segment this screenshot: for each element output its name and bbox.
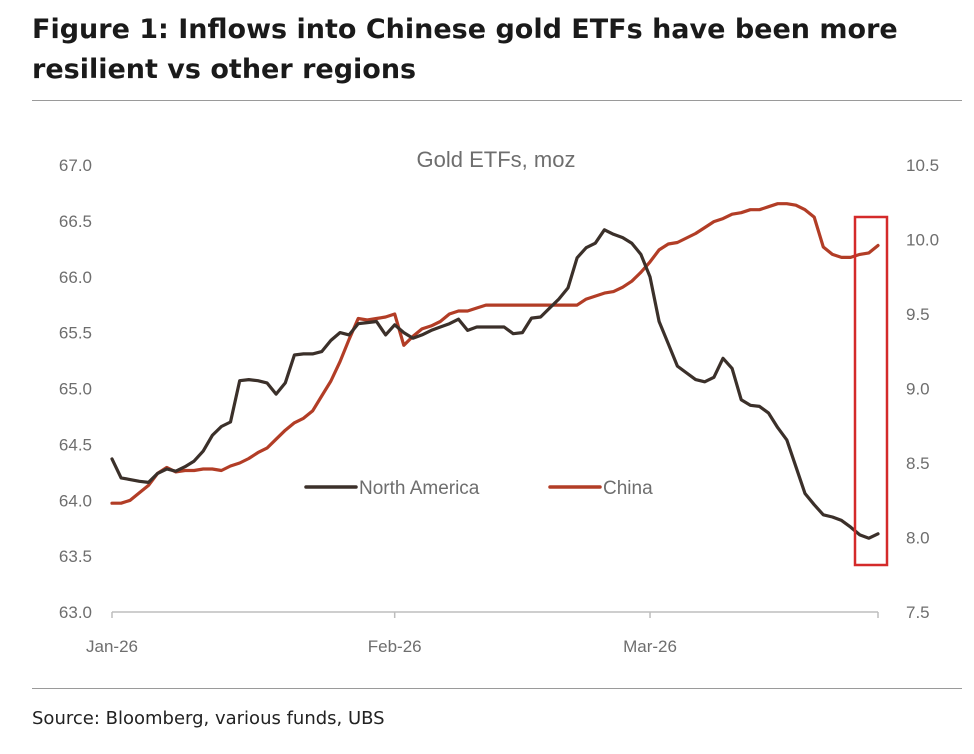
left-axis-tick-label: 67.0 xyxy=(59,156,92,175)
x-axis-tick-label: Feb-26 xyxy=(368,637,422,656)
title-divider xyxy=(32,100,962,101)
figure-title: Figure 1: Inflows into Chinese gold ETFs… xyxy=(32,14,898,85)
gold-etf-chart: Gold ETFs, moz 63.063.564.064.565.065.56… xyxy=(59,147,939,656)
left-axis-tick-label: 64.5 xyxy=(59,435,92,454)
right-axis-tick-label: 8.5 xyxy=(906,454,930,473)
right-axis-tick-label: 10.5 xyxy=(906,156,939,175)
chart-title: Gold ETFs, moz xyxy=(417,147,576,172)
right-axis-tick-label: 7.5 xyxy=(906,603,930,622)
chart-axes: 63.0 63.5 64.0 64.5 65.0 65.5 66.0 66.5 67.0 7.5 8… xyxy=(59,156,939,656)
legend-label-china: China xyxy=(603,478,653,499)
source-divider xyxy=(32,688,962,689)
left-axis-tick-label: 63.0 xyxy=(59,603,92,622)
series-layer xyxy=(110,202,880,540)
chart-legend: North America China xyxy=(304,478,653,499)
series-line-north-america xyxy=(110,228,880,540)
right-axis-tick-label: 9.0 xyxy=(906,380,930,399)
left-axis-tick-label: 65.0 xyxy=(59,380,92,399)
legend-label-north-america: North America xyxy=(359,478,480,499)
left-axis-tick-label: 64.0 xyxy=(59,491,92,510)
right-axis-tick-label: 9.5 xyxy=(906,305,930,324)
x-axis-tick-label: Jan-26 xyxy=(86,637,138,656)
left-axis-tick-label: 63.5 xyxy=(59,547,92,566)
left-axis-tick-label: 65.5 xyxy=(59,324,92,343)
x-axis-tick-label: Mar-26 xyxy=(623,637,677,656)
series-line-china xyxy=(110,202,880,505)
left-axis-tick-label: 66.0 xyxy=(59,268,92,287)
source-note: Source: Bloomberg, various funds, UBS xyxy=(32,708,385,729)
right-axis-tick-label: 10.0 xyxy=(906,231,939,250)
highlight-box xyxy=(853,215,889,567)
left-axis-tick-label: 66.5 xyxy=(59,212,92,231)
right-axis-tick-label: 8.0 xyxy=(906,529,930,548)
